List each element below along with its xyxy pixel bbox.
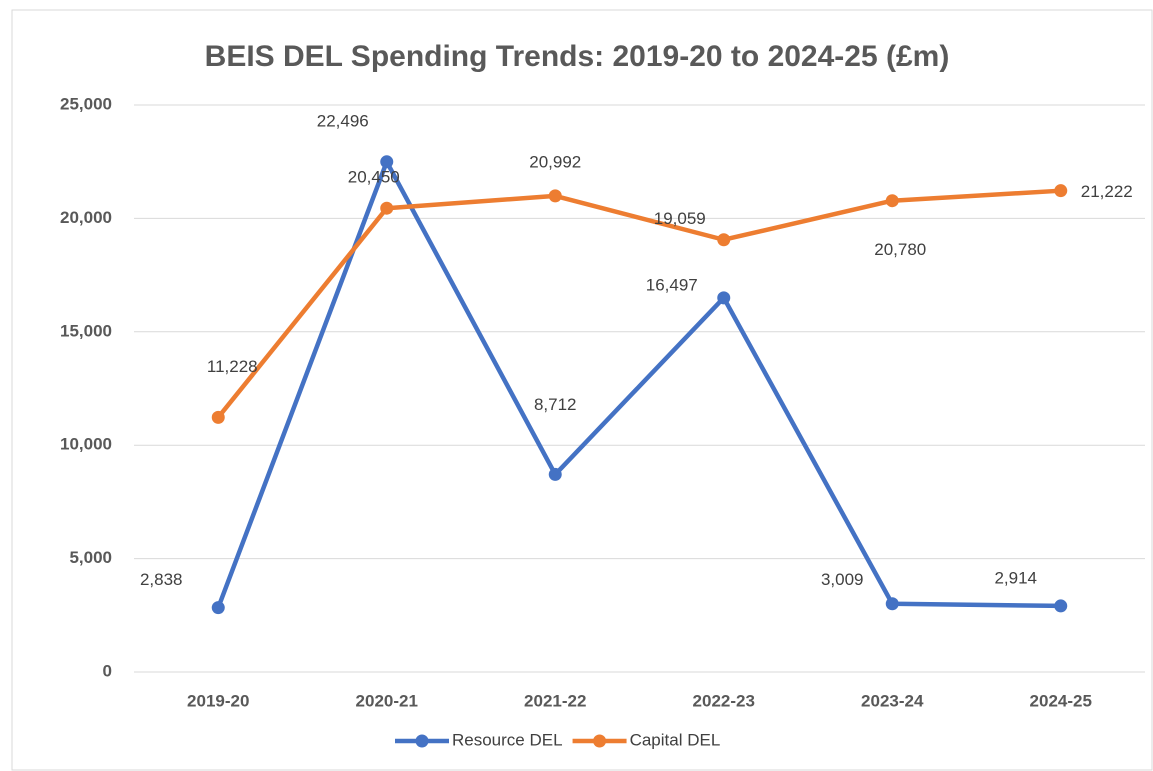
chart-frame (11, 9, 1153, 771)
data-label: 20,992 (529, 152, 581, 171)
x-tick-label: 2021-22 (524, 691, 586, 710)
legend-marker (415, 734, 429, 748)
y-tick-label: 10,000 (60, 435, 112, 454)
y-tick-label: 25,000 (60, 94, 112, 113)
data-point (380, 201, 394, 215)
legend-label: Capital DEL (630, 730, 721, 749)
data-label: 3,009 (821, 570, 864, 589)
data-point (885, 194, 899, 208)
chart-title: BEIS DEL Spending Trends: 2019-20 to 202… (205, 40, 950, 73)
y-tick-label: 20,000 (60, 208, 112, 227)
data-point (548, 189, 562, 203)
data-point (885, 597, 899, 611)
data-point (1054, 599, 1068, 613)
legend-label: Resource DEL (452, 730, 563, 749)
x-tick-label: 2023-24 (861, 691, 924, 710)
data-label: 16,497 (646, 275, 698, 294)
data-point (548, 467, 562, 481)
data-label: 19,059 (654, 209, 706, 228)
y-tick-label: 0 (103, 661, 112, 680)
series-line (216, 188, 1061, 419)
data-point (1054, 184, 1068, 198)
series-line (216, 159, 1061, 609)
legend-marker (593, 734, 607, 748)
data-label: 2,838 (140, 570, 183, 589)
x-tick-label: 2019-20 (187, 691, 249, 710)
data-label: 22,496 (317, 111, 369, 130)
y-tick-label: 15,000 (60, 321, 112, 340)
data-label: 2,914 (994, 568, 1037, 587)
data-point (717, 233, 731, 247)
x-tick-label: 2022-23 (693, 691, 755, 710)
y-tick-label: 5,000 (69, 548, 112, 567)
data-point (211, 410, 225, 424)
data-label: 20,450 (348, 168, 400, 187)
data-point (211, 601, 225, 615)
data-label: 8,712 (534, 395, 577, 414)
data-label: 11,228 (207, 357, 258, 376)
x-tick-label: 2024-25 (1030, 691, 1092, 710)
data-label: 20,780 (874, 240, 926, 259)
x-tick-label: 2020-21 (356, 691, 418, 710)
data-point (380, 155, 394, 169)
data-point (717, 291, 731, 305)
data-label: 21,222 (1081, 182, 1133, 201)
